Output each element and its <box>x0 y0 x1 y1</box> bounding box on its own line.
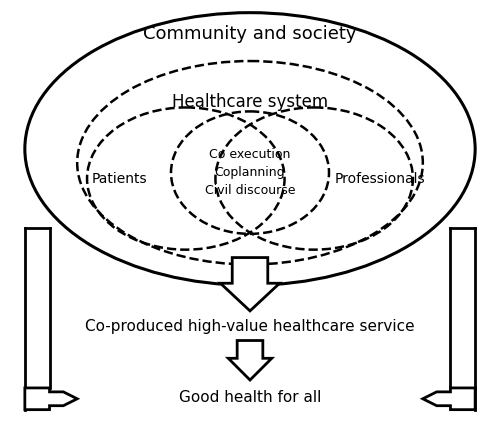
Polygon shape <box>228 340 272 380</box>
Polygon shape <box>25 388 77 409</box>
Text: Healthcare system: Healthcare system <box>172 92 328 111</box>
Polygon shape <box>423 388 475 409</box>
Text: Co-produced high-value healthcare service: Co-produced high-value healthcare servic… <box>85 319 415 334</box>
Text: Co execution
Coplanning
Civil discourse: Co execution Coplanning Civil discourse <box>205 148 295 197</box>
Text: Professionals: Professionals <box>335 172 426 186</box>
Text: Community and society: Community and society <box>144 25 357 43</box>
Polygon shape <box>220 257 280 311</box>
Text: Good health for all: Good health for all <box>179 390 321 405</box>
Text: Patients: Patients <box>92 172 148 186</box>
